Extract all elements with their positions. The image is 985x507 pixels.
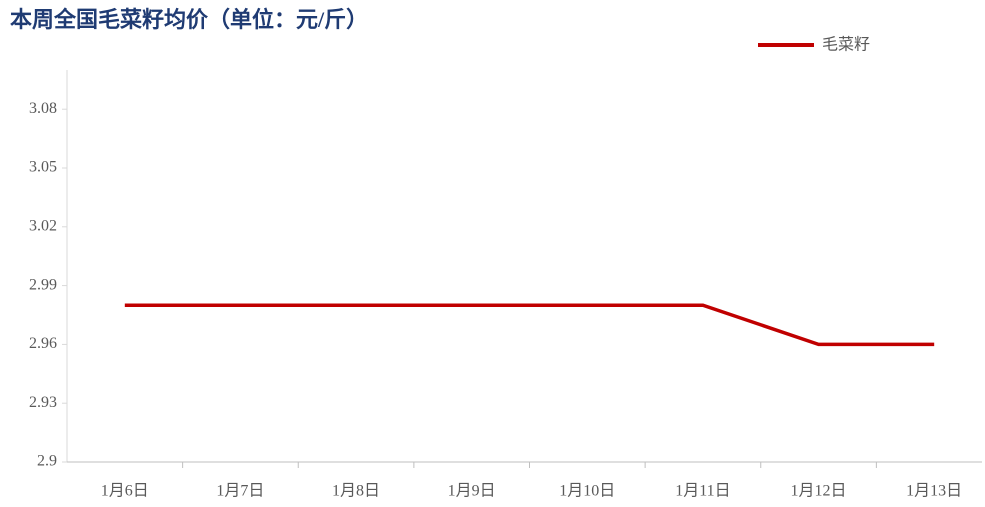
x-tick-label: 1月8日 [332,483,380,500]
chart-title: 本周全国毛菜籽均价（单位：元/斤） [10,7,368,32]
x-tick-label: 1月11日 [675,483,730,500]
y-tick-label: 3.02 [29,217,57,234]
legend-label: 毛菜籽 [822,36,870,54]
x-tick-label: 1月13日 [906,483,962,500]
y-tick-label: 3.05 [29,159,57,176]
y-tick-label: 2.93 [29,394,57,411]
y-tick-label: 3.08 [29,100,57,117]
x-tick-label: 1月9日 [448,483,496,500]
series-line [124,303,935,347]
y-tick-label: 2.99 [29,276,57,293]
x-tick-label: 1月7日 [216,483,264,500]
x-tick-label: 1月12日 [791,483,847,500]
x-tick-label: 1月10日 [559,483,615,500]
y-tick-label: 2.96 [29,335,57,352]
y-tick-label: 2.9 [37,453,57,470]
x-tick-label: 1月6日 [101,483,149,500]
